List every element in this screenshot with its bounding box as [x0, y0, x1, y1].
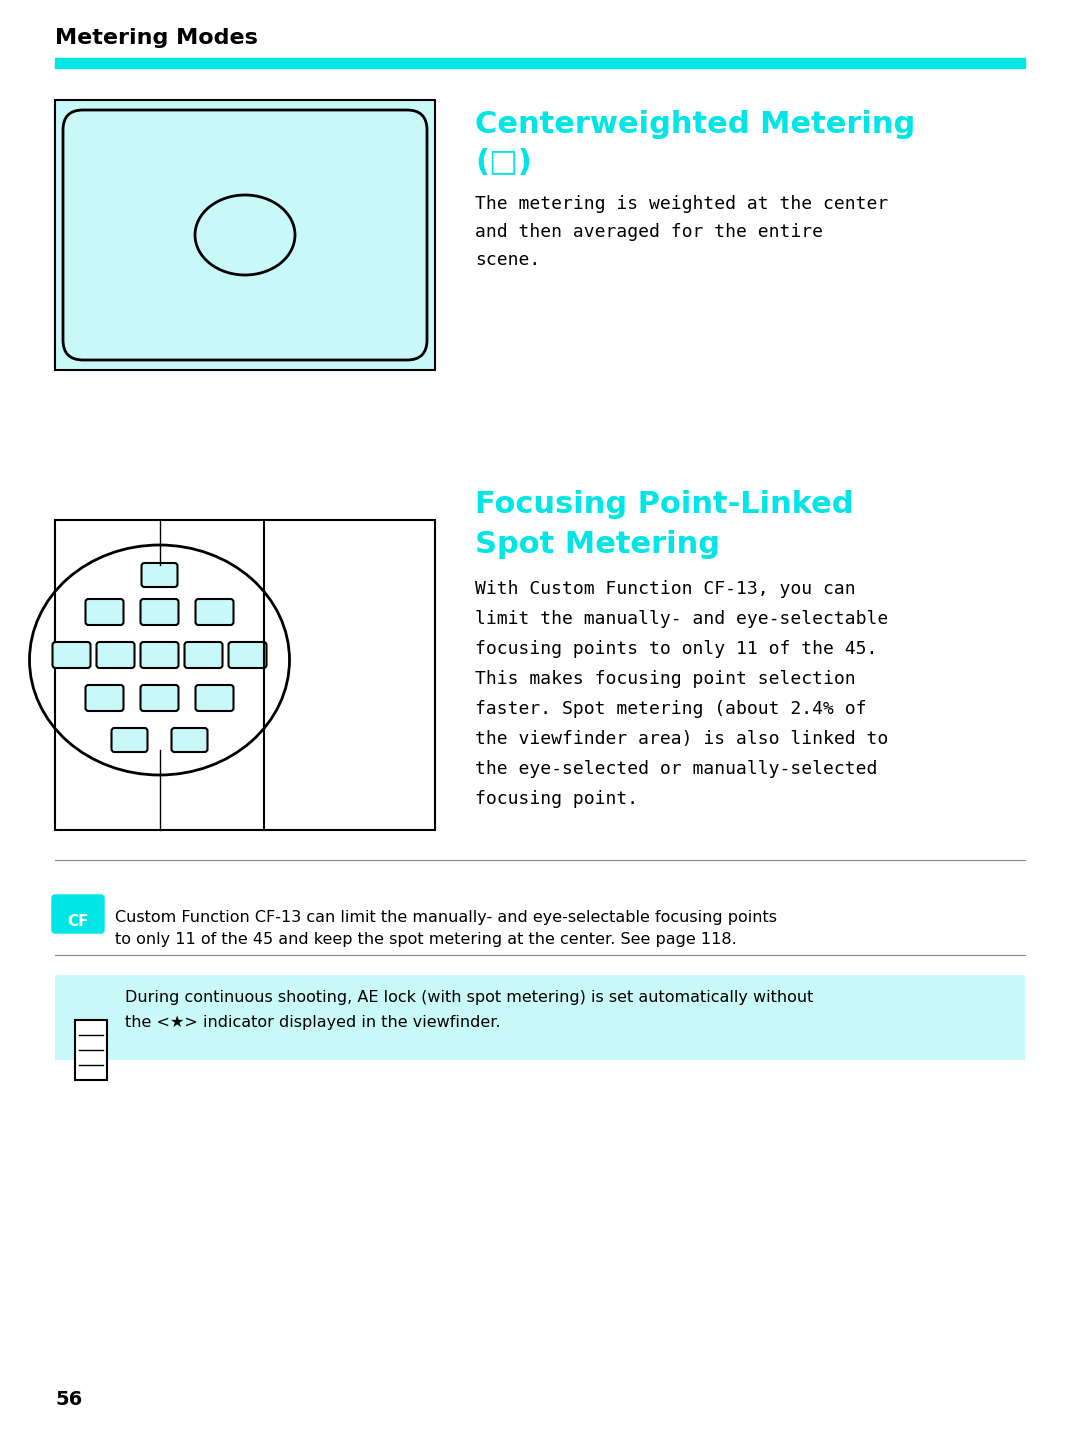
Text: Custom Function CF-13 can limit the manually- and eye-selectable focusing points: Custom Function CF-13 can limit the manu… [114, 910, 777, 924]
Text: With Custom Function CF-13, you can: With Custom Function CF-13, you can [475, 580, 855, 598]
Text: focusing point.: focusing point. [475, 791, 638, 808]
Bar [55, 520, 435, 829]
Text: to only 11 of the 45 and keep the spot metering at the center. See page 118.: to only 11 of the 45 and keep the spot m… [114, 932, 737, 948]
Text: faster. Spot metering (about 2.4% of: faster. Spot metering (about 2.4% of [475, 700, 866, 719]
FancyBboxPatch shape [53, 642, 91, 668]
Text: Focusing Point-Linked: Focusing Point-Linked [475, 490, 853, 518]
FancyBboxPatch shape [63, 109, 427, 360]
FancyBboxPatch shape [185, 642, 222, 668]
Text: 56: 56 [55, 1390, 82, 1408]
Bar [55, 99, 435, 370]
Text: and then averaged for the entire: and then averaged for the entire [475, 223, 823, 240]
Text: CF: CF [67, 914, 89, 929]
Text: Spot Metering: Spot Metering [475, 530, 720, 559]
Text: This makes focusing point selection: This makes focusing point selection [475, 670, 855, 688]
FancyBboxPatch shape [141, 563, 177, 588]
Text: Centerweighted Metering: Centerweighted Metering [475, 109, 915, 140]
FancyBboxPatch shape [172, 729, 207, 752]
FancyBboxPatch shape [85, 685, 123, 711]
FancyBboxPatch shape [85, 599, 123, 625]
Text: the eye-selected or manually-selected: the eye-selected or manually-selected [475, 760, 877, 778]
FancyBboxPatch shape [140, 642, 178, 668]
Bar [55, 58, 1025, 68]
Text: the <★> indicator displayed in the viewfinder.: the <★> indicator displayed in the viewf… [125, 1015, 501, 1030]
Ellipse shape [195, 194, 295, 275]
FancyBboxPatch shape [229, 642, 267, 668]
Text: The metering is weighted at the center: The metering is weighted at the center [475, 194, 888, 213]
Text: the viewfinder area) is also linked to: the viewfinder area) is also linked to [475, 730, 888, 747]
Text: During continuous shooting, AE lock (with spot metering) is set automatically wi: During continuous shooting, AE lock (wit… [125, 991, 813, 1005]
Bar [75, 1020, 107, 1080]
Text: (□): (□) [475, 148, 531, 177]
Bar [55, 975, 1025, 1060]
Text: scene.: scene. [475, 251, 540, 269]
FancyBboxPatch shape [111, 729, 148, 752]
FancyBboxPatch shape [195, 685, 233, 711]
Text: limit the manually- and eye-selectable: limit the manually- and eye-selectable [475, 611, 888, 628]
FancyBboxPatch shape [52, 896, 104, 933]
Text: focusing points to only 11 of the 45.: focusing points to only 11 of the 45. [475, 639, 877, 658]
FancyBboxPatch shape [140, 685, 178, 711]
Text: Metering Modes: Metering Modes [55, 27, 258, 48]
FancyBboxPatch shape [96, 642, 135, 668]
FancyBboxPatch shape [140, 599, 178, 625]
FancyBboxPatch shape [195, 599, 233, 625]
